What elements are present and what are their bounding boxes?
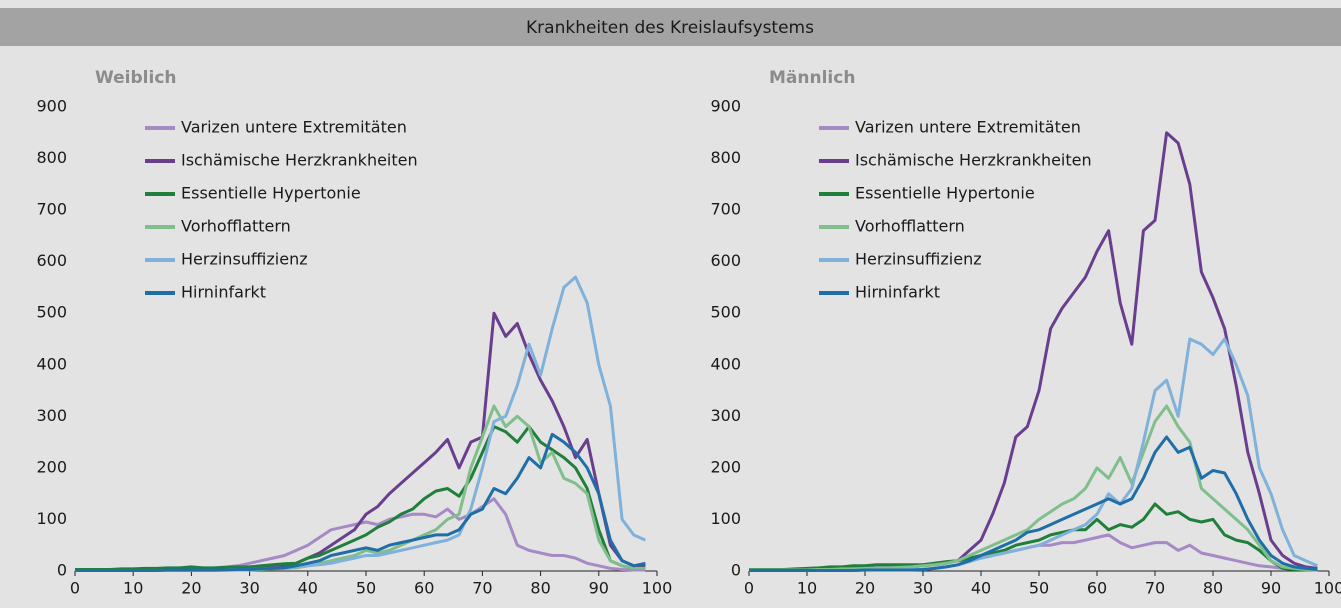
- legend-label: Essentielle Hypertonie: [181, 184, 361, 203]
- x-tick-label: 20: [181, 579, 201, 598]
- x-tick-label: 10: [797, 579, 817, 598]
- y-tick-label: 700: [710, 200, 741, 219]
- x-tick-label: 40: [298, 579, 318, 598]
- y-tick-label: 500: [36, 303, 67, 322]
- series-line: [75, 275, 647, 572]
- series-line: [75, 497, 646, 572]
- y-tick-label: 100: [710, 509, 741, 528]
- legend-label: Ischämische Herzkrankheiten: [855, 151, 1092, 170]
- x-tick-label: 50: [356, 579, 376, 598]
- legend-label: Herzinsuffizienz: [181, 250, 308, 269]
- x-tick-label: 40: [971, 579, 991, 598]
- chart-title: Krankheiten des Kreislaufsystems: [526, 18, 814, 38]
- y-tick-label: 700: [36, 200, 67, 219]
- y-tick-label: 200: [710, 457, 741, 476]
- series-line: [749, 337, 1319, 572]
- y-tick-label: 900: [710, 97, 741, 116]
- y-tick-label: 800: [710, 148, 741, 167]
- legend-label: Hirninfarkt: [855, 283, 940, 302]
- x-tick-label: 10: [123, 579, 143, 598]
- y-tick-label: 600: [36, 251, 67, 270]
- x-tick-label: 70: [1145, 579, 1165, 598]
- y-tick-label: 900: [36, 97, 67, 116]
- legend-label: Hirninfarkt: [181, 283, 266, 302]
- x-tick-label: 0: [744, 579, 754, 598]
- legend-label: Varizen untere Extremitäten: [181, 118, 407, 137]
- x-tick-label: 70: [472, 579, 492, 598]
- x-tick-label: 30: [239, 579, 259, 598]
- legend-label: Varizen untere Extremitäten: [855, 118, 1081, 137]
- x-tick-label: 100: [1314, 579, 1341, 598]
- series-line: [75, 425, 646, 571]
- series-line: [749, 502, 1318, 572]
- legend-label: Vorhofflattern: [855, 217, 965, 236]
- y-tick-label: 300: [36, 406, 67, 425]
- panel-title: Weiblich: [95, 68, 177, 88]
- series-line: [749, 435, 1318, 572]
- y-tick-label: 800: [36, 148, 67, 167]
- x-tick-label: 30: [913, 579, 933, 598]
- x-tick-label: 50: [1029, 579, 1049, 598]
- x-tick-label: 90: [589, 579, 609, 598]
- series-line: [749, 404, 1318, 572]
- y-tick-label: 0: [57, 561, 67, 580]
- y-tick-label: 0: [731, 561, 741, 580]
- x-tick-label: 80: [530, 579, 550, 598]
- y-tick-label: 600: [710, 251, 741, 270]
- y-tick-label: 400: [36, 354, 67, 373]
- x-tick-label: 60: [414, 579, 434, 598]
- series-line: [75, 404, 646, 572]
- y-tick-label: 400: [710, 354, 741, 373]
- legend-label: Essentielle Hypertonie: [855, 184, 1035, 203]
- legend-label: Ischämische Herzkrankheiten: [181, 151, 418, 170]
- x-tick-label: 20: [855, 579, 875, 598]
- x-tick-label: 100: [642, 579, 673, 598]
- header-bar: [0, 8, 1341, 46]
- x-tick-label: 90: [1261, 579, 1281, 598]
- x-tick-label: 60: [1087, 579, 1107, 598]
- x-tick-label: 0: [70, 579, 80, 598]
- legend-label: Vorhofflattern: [181, 217, 291, 236]
- legend-label: Herzinsuffizienz: [855, 250, 982, 269]
- series-line: [75, 311, 646, 572]
- y-tick-label: 200: [36, 457, 67, 476]
- panel-title: Männlich: [769, 68, 855, 88]
- x-tick-label: 80: [1203, 579, 1223, 598]
- y-tick-label: 300: [710, 406, 741, 425]
- y-tick-label: 100: [36, 509, 67, 528]
- y-tick-label: 500: [710, 303, 741, 322]
- series-line: [75, 432, 646, 572]
